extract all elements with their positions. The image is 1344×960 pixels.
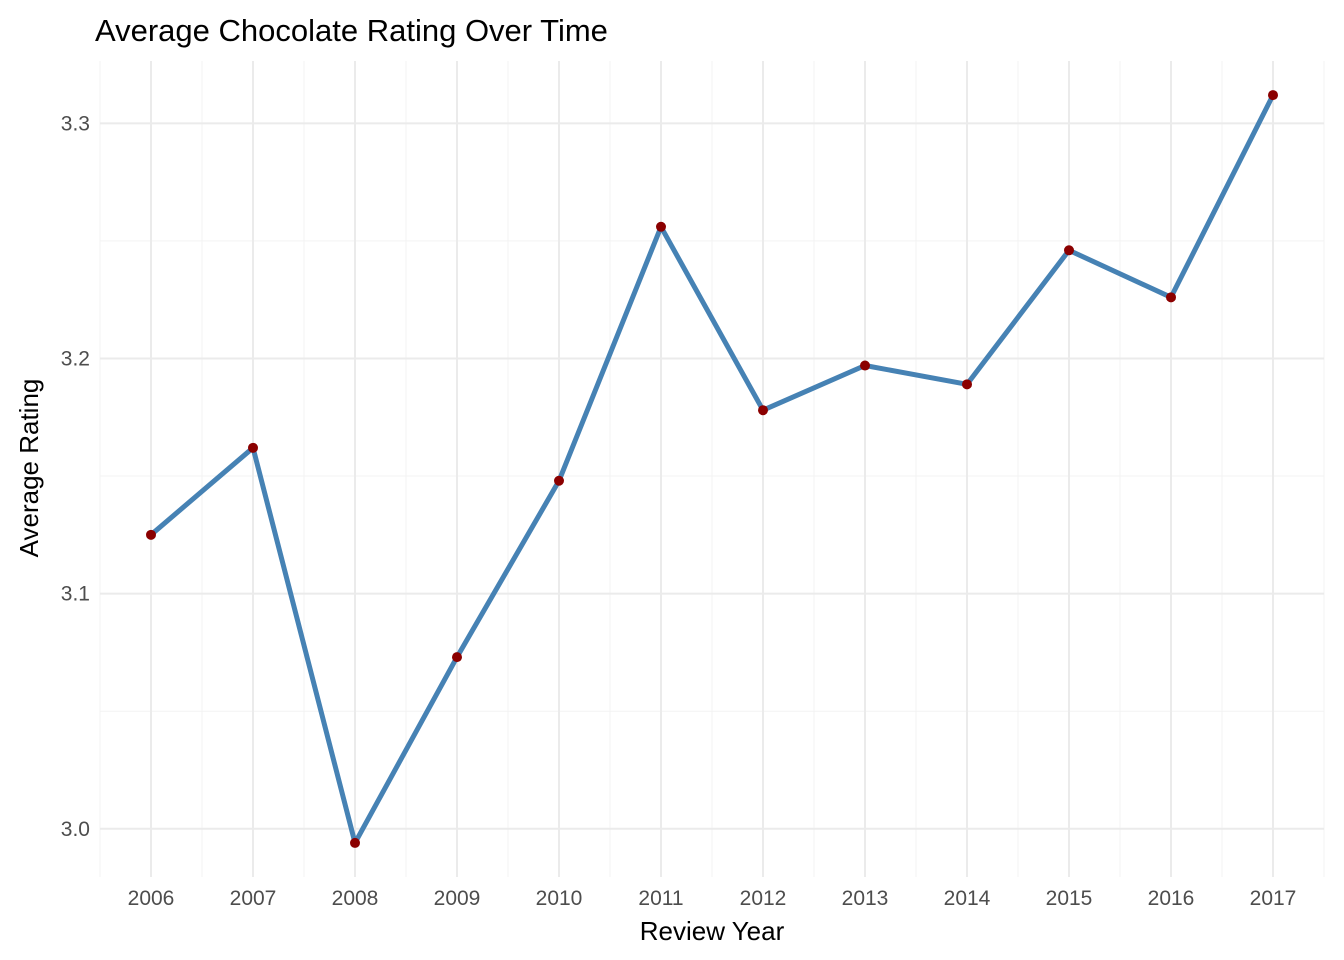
series-line-layer <box>148 92 1276 846</box>
x-tick-label: 2013 <box>842 887 889 910</box>
y-tick-label: 3.3 <box>61 112 90 135</box>
x-tick-label: 2015 <box>1046 887 1093 910</box>
data-point <box>146 529 156 540</box>
x-tick-label: 2011 <box>638 887 683 910</box>
data-point <box>758 405 768 416</box>
x-axis-ticks: 2006 2007 2008 2009 2010 2011 2012 2013 2014 2015… <box>128 887 1297 910</box>
x-tick-label: 2008 <box>332 887 379 910</box>
y-axis-ticks: 3.0 3.1 3.2 3.3 <box>61 112 90 840</box>
series-points <box>146 90 1278 848</box>
x-tick-label: 2016 <box>1148 887 1195 910</box>
x-tick-label: 2010 <box>536 887 583 910</box>
y-tick-label: 3.1 <box>61 583 90 606</box>
y-tick-label: 3.2 <box>61 347 90 370</box>
y-tick-label: 3.0 <box>61 818 90 841</box>
chart-title: Average Chocolate Rating Over Time <box>95 13 608 48</box>
y-axis-title: Average Rating <box>14 379 44 558</box>
data-point <box>1064 245 1074 256</box>
data-point <box>656 221 666 232</box>
x-tick-label: 2007 <box>230 887 277 910</box>
x-tick-label: 2017 <box>1250 887 1297 910</box>
data-point <box>962 379 972 390</box>
data-point <box>452 652 462 663</box>
data-point <box>554 475 564 486</box>
x-tick-label: 2014 <box>944 887 991 910</box>
x-tick-label: 2006 <box>128 887 175 910</box>
x-axis-title: Review Year <box>640 916 785 946</box>
x-tick-label: 2009 <box>434 887 481 910</box>
grid <box>99 61 1325 877</box>
data-point <box>1166 292 1176 303</box>
x-tick-label: 2012 <box>740 887 787 910</box>
data-point <box>1268 90 1278 101</box>
data-point <box>248 442 258 453</box>
data-point <box>350 837 360 848</box>
series-line <box>148 92 1276 846</box>
data-point <box>860 360 870 371</box>
